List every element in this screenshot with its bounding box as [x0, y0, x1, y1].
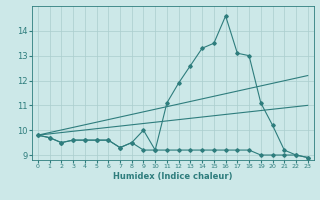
X-axis label: Humidex (Indice chaleur): Humidex (Indice chaleur): [113, 172, 233, 181]
